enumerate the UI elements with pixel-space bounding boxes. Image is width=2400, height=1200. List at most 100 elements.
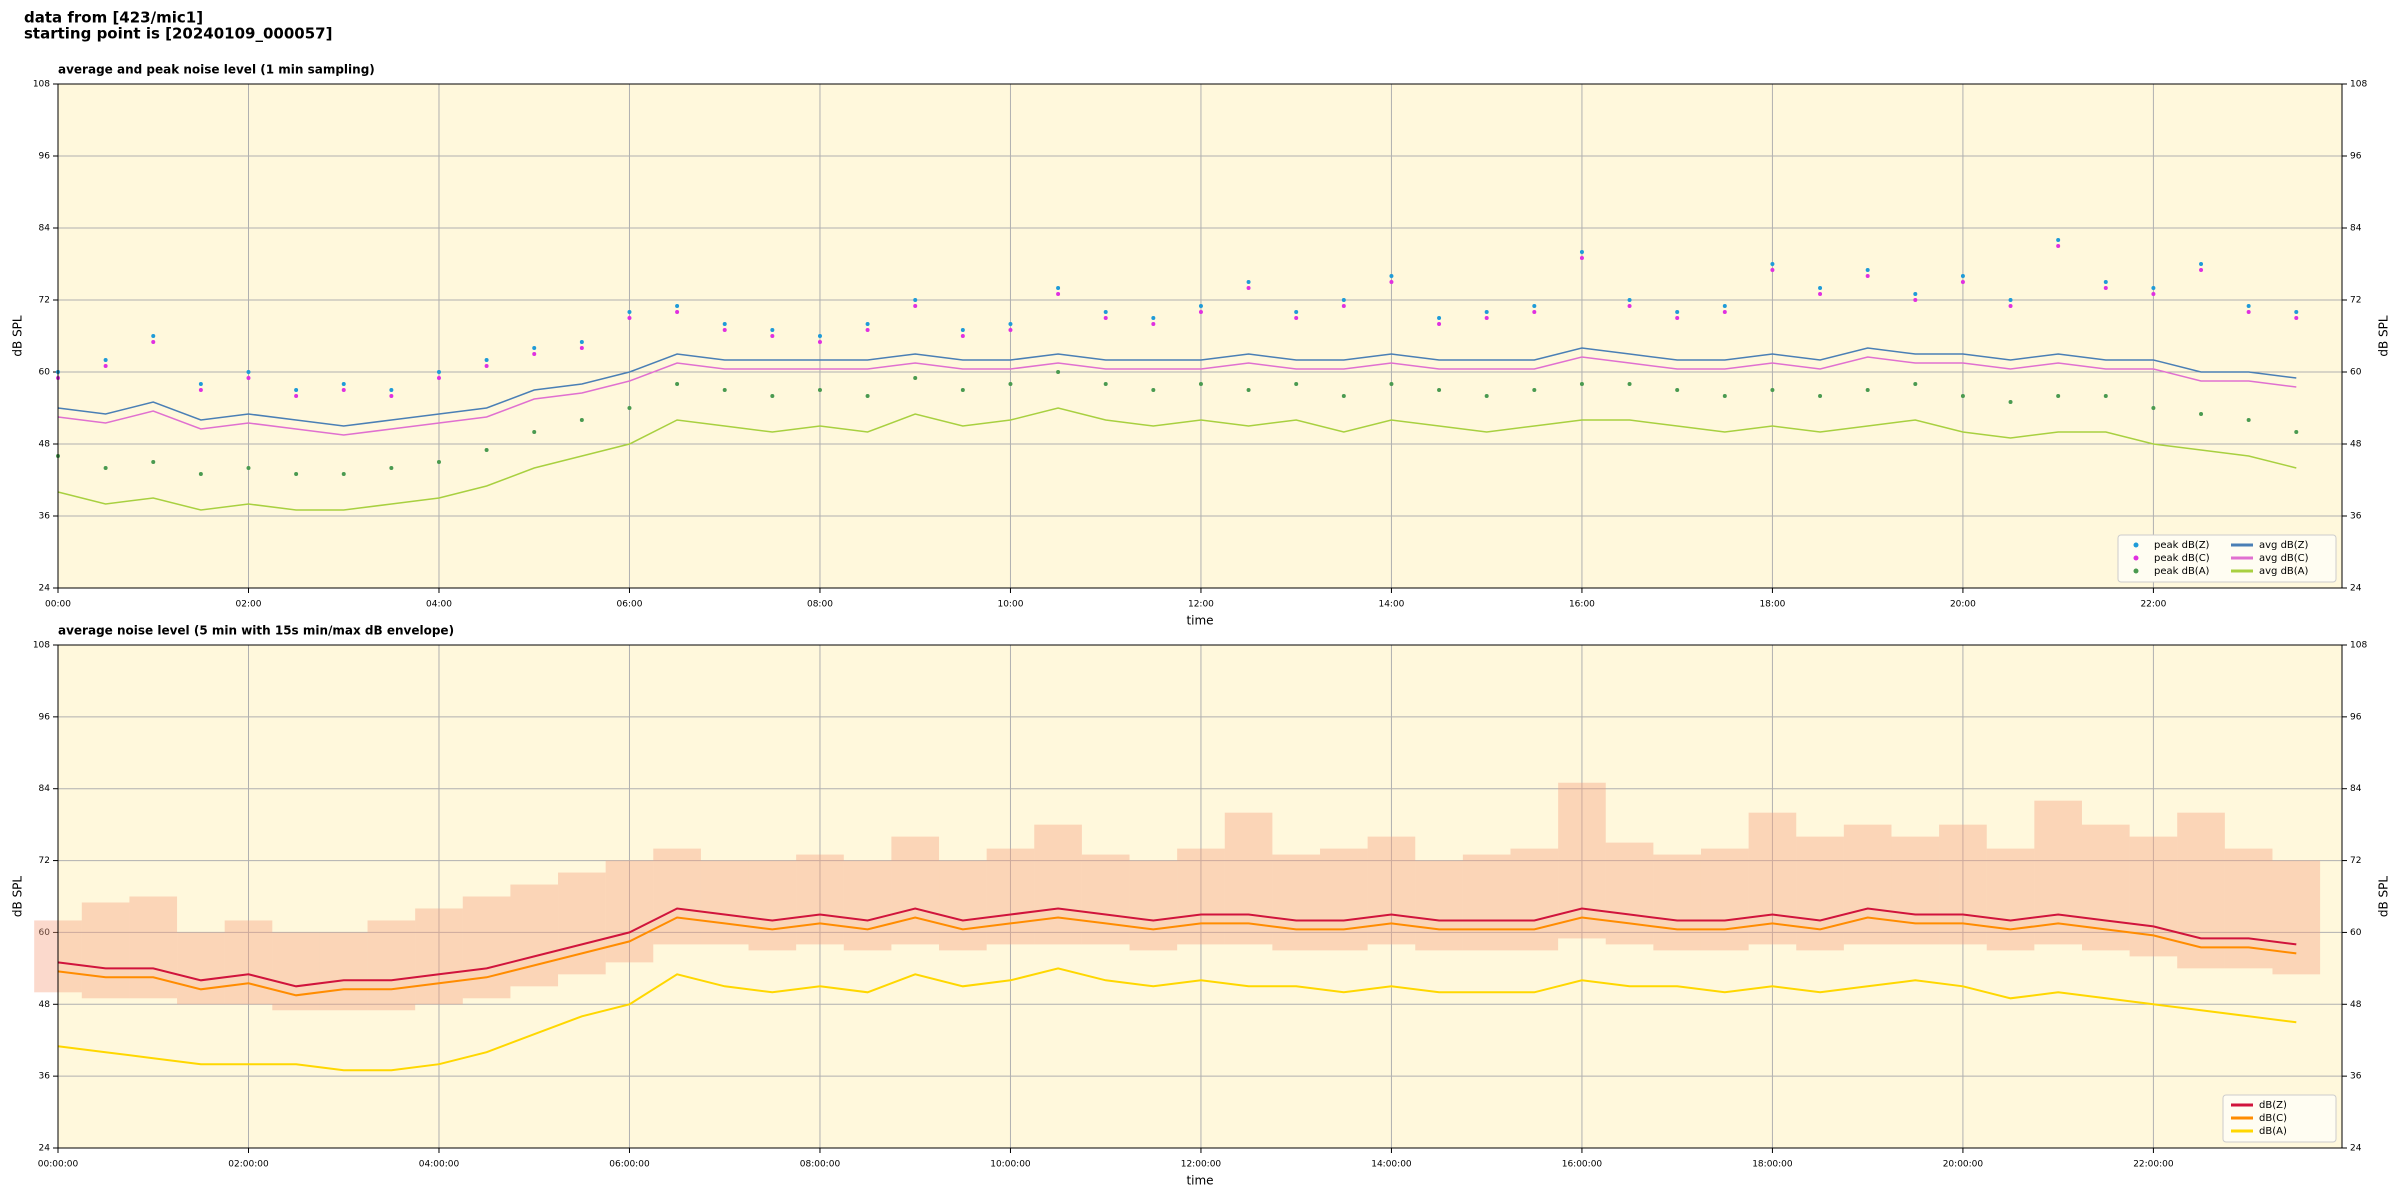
peak-point <box>389 466 394 470</box>
legend-marker <box>2133 542 2139 548</box>
x-tick-label: 12:00:00 <box>1181 1160 1222 1170</box>
peak-point <box>1627 304 1632 308</box>
peak-point <box>1437 388 1442 392</box>
peak-point <box>1818 286 1823 290</box>
peak-point <box>675 310 680 314</box>
peak-point <box>960 388 965 392</box>
y-tick-label: 72 <box>2350 296 2361 306</box>
envelope <box>1700 848 1749 951</box>
x-tick-label: 02:00 <box>236 600 262 610</box>
peak-point <box>865 322 870 326</box>
y-tick-label: 60 <box>39 368 51 378</box>
y-tick-label: 60 <box>2350 368 2362 378</box>
peak-point <box>1056 370 1061 374</box>
peak-point <box>103 466 108 470</box>
peak-point <box>532 352 537 356</box>
x-tick-label: 12:00 <box>1188 600 1214 610</box>
envelope <box>1843 824 1892 945</box>
peak-point <box>1865 268 1870 272</box>
peak-point <box>1294 316 1299 320</box>
peak-point <box>1913 382 1918 386</box>
series-line <box>57 967 2297 1072</box>
series-line <box>57 347 2297 427</box>
x-tick-label: 16:00:00 <box>1562 1160 1603 1170</box>
peak-point <box>2199 412 2204 416</box>
peak-point <box>1913 292 1918 296</box>
legend <box>2117 534 2337 583</box>
envelope <box>891 836 940 945</box>
peak-point <box>1008 382 1013 386</box>
peak-point <box>722 322 727 326</box>
peak-point <box>1484 394 1489 398</box>
envelope <box>224 920 273 1005</box>
y-tick-label: 60 <box>39 928 51 938</box>
y-tick-label: 72 <box>2350 856 2361 866</box>
peak-point <box>1151 316 1156 320</box>
series-line <box>57 356 2297 436</box>
header-line: starting point is [20240109_000057] <box>24 25 332 43</box>
plot-area <box>58 84 2342 588</box>
header-line: data from [423/mic1] <box>24 9 203 27</box>
envelope <box>272 932 320 1011</box>
envelope <box>1177 848 1225 945</box>
x-tick-label: 08:00:00 <box>800 1160 841 1170</box>
y-tick-label: 36 <box>39 1072 51 1082</box>
x-tick-label: 10:00:00 <box>990 1160 1031 1170</box>
peak-point <box>770 334 775 338</box>
envelope <box>1081 854 1130 945</box>
peak-point <box>2151 406 2156 410</box>
peak-point <box>2246 304 2251 308</box>
legend-label: avg dB(C) <box>2259 553 2309 564</box>
x-tick-label: 14:00 <box>1378 600 1404 610</box>
x-tick-label: 00:00 <box>45 600 71 610</box>
envelope <box>605 860 654 963</box>
envelope <box>1034 824 1082 945</box>
x-tick-label: 04:00 <box>426 600 452 610</box>
peak-point <box>341 472 346 476</box>
peak-point <box>1770 388 1775 392</box>
peak-point <box>484 364 489 368</box>
y-axis-label: dB SPL <box>11 876 25 918</box>
peak-point <box>770 328 775 332</box>
x-tick-label: 22:00:00 <box>2133 1160 2174 1170</box>
peak-point <box>817 388 822 392</box>
peak-point <box>1437 322 1442 326</box>
peak-point <box>1389 382 1394 386</box>
peak-point <box>865 394 870 398</box>
peak-point <box>2056 394 2061 398</box>
peak-point <box>1389 274 1394 278</box>
peak-point <box>579 346 584 350</box>
y-axis-label: dB SPL <box>2377 315 2391 357</box>
envelope <box>1891 836 1940 945</box>
peak-point <box>627 406 632 410</box>
peak-point <box>246 370 251 374</box>
y-tick-label: 108 <box>33 80 50 90</box>
peak-point <box>1246 280 1251 284</box>
peak-point <box>1198 304 1203 308</box>
envelope <box>1986 848 2035 951</box>
x-tick-label: 08:00 <box>807 600 833 610</box>
peak-point <box>2199 268 2204 272</box>
peak-point <box>1341 394 1346 398</box>
peak-point <box>1627 382 1632 386</box>
envelope <box>796 854 844 945</box>
peak-point <box>1103 382 1108 386</box>
plot-frame <box>57 644 2343 1149</box>
peak-point <box>484 358 489 362</box>
envelope <box>462 896 511 999</box>
y-tick-label: 72 <box>39 296 50 306</box>
peak-point <box>1722 304 1727 308</box>
peak-point <box>198 388 203 392</box>
peak-point <box>1960 274 1965 278</box>
envelope <box>1462 854 1511 951</box>
peak-point <box>246 376 251 380</box>
envelope <box>1605 842 1654 945</box>
peak-point <box>2103 394 2108 398</box>
x-tick-label: 04:00:00 <box>419 1160 460 1170</box>
peak-point <box>1341 304 1346 308</box>
envelope <box>177 932 225 1005</box>
peak-point <box>1865 388 1870 392</box>
series-line <box>57 907 2297 988</box>
peak-point <box>2294 430 2299 434</box>
legend-label: peak dB(C) <box>2154 553 2210 564</box>
